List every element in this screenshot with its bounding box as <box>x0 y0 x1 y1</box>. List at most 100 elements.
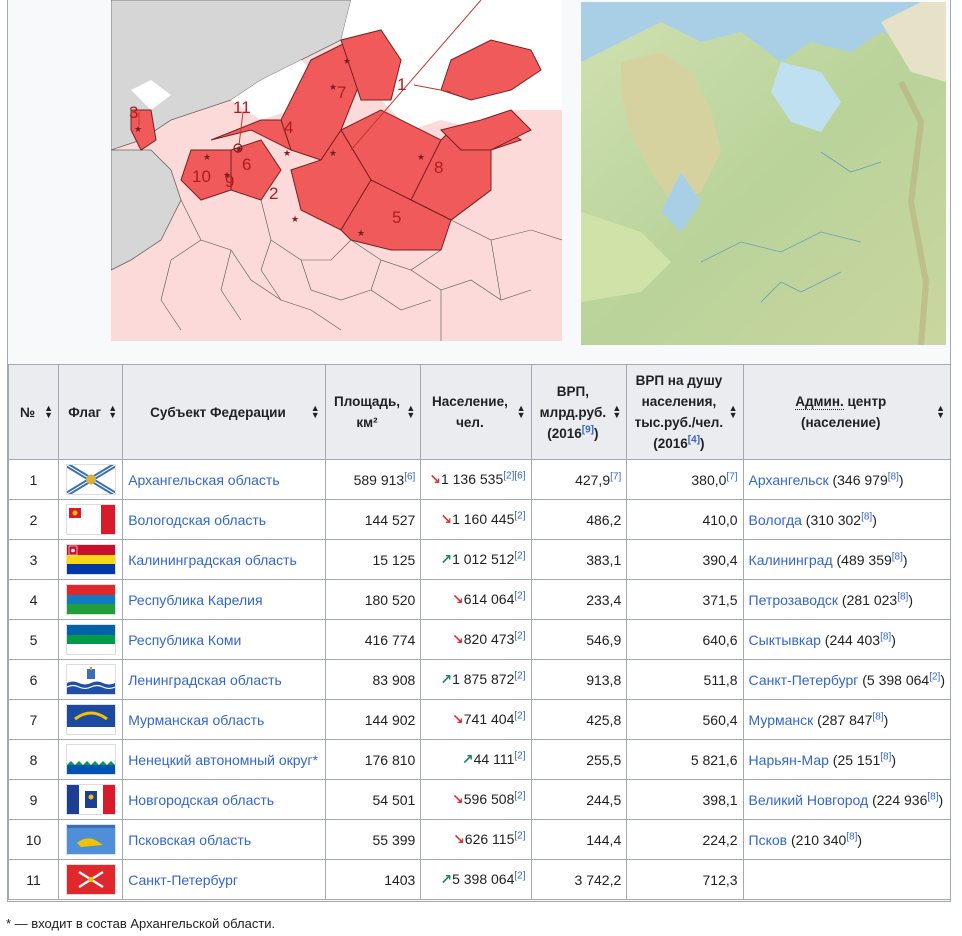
subject-link[interactable]: Ленинградская область <box>128 671 282 688</box>
sort-icon[interactable]: ▲ ▼ <box>406 403 416 420</box>
col-subject-header[interactable]: Субъект Федерации ▲ ▼ <box>122 364 326 460</box>
reference-link[interactable]: [2] <box>514 750 526 762</box>
svg-text:★: ★ <box>329 148 337 158</box>
col-area-header[interactable]: Площадь, км² ▲ ▼ <box>324 364 422 460</box>
reference-link[interactable]: [2][6] <box>503 470 526 482</box>
reference-link[interactable]: [2] <box>514 790 526 802</box>
reference-link[interactable]: [2] <box>514 550 526 562</box>
area-cell: 180 520 <box>324 579 422 620</box>
sort-icon[interactable]: ▲ ▼ <box>936 403 945 420</box>
reference-link[interactable]: [2] <box>514 630 526 642</box>
subject-link[interactable]: Псковская область <box>128 831 252 848</box>
flag-image[interactable] <box>64 544 117 575</box>
reference-link[interactable]: [4] <box>687 434 701 446</box>
flag-image[interactable] <box>64 624 117 655</box>
admin-center-link[interactable]: Санкт-Петербург <box>748 671 859 688</box>
subject-link[interactable]: Республика Коми <box>128 631 242 648</box>
reference-link[interactable]: [2] <box>514 670 526 682</box>
sort-icon[interactable]: ▲ ▼ <box>108 403 118 420</box>
sort-icon[interactable]: ▲ ▼ <box>310 403 320 420</box>
col-grp-header[interactable]: ВРП, млрд.руб. (2016[9]) ▲ ▼ <box>530 364 628 460</box>
row-number: 10 <box>7 819 60 860</box>
reference-link[interactable]: [8] <box>861 510 873 522</box>
flag-image[interactable] <box>64 824 117 855</box>
map-label-7: 7 <box>337 83 346 102</box>
subject-link[interactable]: Ненецкий автономный округ* <box>128 751 318 768</box>
grp-per-capita-cell: 511,8 <box>626 659 744 700</box>
admin-center-link[interactable]: Псков <box>748 831 788 848</box>
reference-link[interactable]: [2] <box>929 670 941 682</box>
reference-link[interactable]: [8] <box>927 790 939 802</box>
subject-link[interactable]: Республика Карелия <box>128 591 263 608</box>
admin-center-link[interactable]: Мурманск <box>748 711 814 728</box>
flag-image[interactable] <box>64 464 117 495</box>
reference-link[interactable]: [8] <box>887 470 899 482</box>
flag-image[interactable] <box>64 744 117 775</box>
col-population-header[interactable]: Население, чел. ▲ ▼ <box>420 364 532 460</box>
reference-link[interactable]: [8] <box>897 590 909 602</box>
reference-link[interactable]: [2] <box>514 590 526 602</box>
map-label-11: 11 <box>233 98 251 117</box>
flag-image[interactable] <box>64 504 117 535</box>
flag-image[interactable] <box>64 584 117 615</box>
admin-center-link[interactable]: Архангельск <box>748 471 829 488</box>
flag-image[interactable] <box>64 704 117 735</box>
reference-link[interactable]: [8] <box>891 550 903 562</box>
reference-link[interactable]: [8] <box>880 630 892 642</box>
svg-text:★: ★ <box>291 214 299 224</box>
grp-cell: 425,8 <box>530 699 628 740</box>
admin-center-link[interactable]: Великий Новгород <box>748 791 869 808</box>
subject-link[interactable]: Мурманская область <box>128 711 265 728</box>
subjects-table: № ▲ ▼ Флаг ▲ ▼ Субъект Федерации ▲ ▼ Площад… <box>7 364 952 900</box>
grp-per-capita-cell: 390,4 <box>626 539 744 580</box>
col-flag-header[interactable]: Флаг ▲ ▼ <box>58 364 124 460</box>
reference-link[interactable]: [2] <box>514 870 526 882</box>
subject-cell: Архангельская область <box>122 459 326 500</box>
reference-link[interactable]: [2] <box>514 510 526 522</box>
admin-center-cell: Архангельск (346 979[8]) <box>742 459 952 500</box>
sort-icon[interactable]: ▲ ▼ <box>516 403 526 420</box>
subject-link[interactable]: Вологодская область <box>128 511 267 528</box>
area-cell: 1403 <box>324 859 422 900</box>
subject-link[interactable]: Новгородская область <box>128 791 275 808</box>
area-cell: 54 501 <box>324 779 422 820</box>
col-grp-per-capita-header[interactable]: ВРП на душу населения, тыс.руб./чел. (20… <box>626 364 744 460</box>
admin-center-link[interactable]: Нарьян-Мар <box>748 751 829 768</box>
admin-center-link[interactable]: Калининград <box>748 551 833 568</box>
row-number: 6 <box>7 659 60 700</box>
grp-cell: 244,5 <box>530 779 628 820</box>
subject-link[interactable]: Санкт-Петербург <box>128 871 238 888</box>
reference-link[interactable]: [7] <box>610 470 622 482</box>
admin-center-link[interactable]: Петрозаводск <box>748 591 839 608</box>
subject-link[interactable]: Калининградская область <box>128 551 297 568</box>
subject-link[interactable]: Архангельская область <box>128 471 280 488</box>
reference-link[interactable]: [8] <box>846 830 858 842</box>
relief-map[interactable] <box>581 2 946 345</box>
flag-image[interactable] <box>64 784 117 815</box>
col-admin-center-header[interactable]: Админ. центр (население) ▲ ▼ <box>742 364 952 460</box>
reference-link[interactable]: [6] <box>404 470 416 482</box>
col-num-header[interactable]: № ▲ ▼ <box>7 364 60 460</box>
reference-link[interactable]: [9] <box>581 424 594 435</box>
regions-map[interactable]: ★ ★ ★ ★ ★ ★ ★ ★ ★ ★ ★ 1 2 3 <box>111 0 562 341</box>
row-number: 5 <box>7 619 60 660</box>
map-label-2: 2 <box>269 184 278 203</box>
reference-link[interactable]: [2] <box>514 710 526 722</box>
reference-link[interactable]: [2] <box>514 830 526 842</box>
flag-image[interactable] <box>64 864 117 895</box>
map-label-3: 3 <box>129 103 138 122</box>
admin-center-link[interactable]: Сыктывкар <box>748 631 821 648</box>
sort-icon[interactable]: ▲ ▼ <box>44 403 54 420</box>
reference-link[interactable]: [7] <box>726 470 738 482</box>
admin-center-link[interactable]: Вологда <box>748 511 802 528</box>
sort-icon[interactable]: ▲ ▼ <box>728 403 738 420</box>
area-cell: 589 913[6] <box>324 459 422 500</box>
reference-link[interactable]: [8] <box>880 750 892 762</box>
sort-icon[interactable]: ▲ ▼ <box>612 403 622 420</box>
reference-link[interactable]: [8] <box>872 710 884 722</box>
grp-per-capita-cell: 640,6 <box>626 619 744 660</box>
svg-text:★: ★ <box>134 124 142 134</box>
flag-cell <box>58 659 124 700</box>
flag-image[interactable] <box>64 664 117 695</box>
admin-abbr[interactable]: Админ. <box>795 394 844 410</box>
